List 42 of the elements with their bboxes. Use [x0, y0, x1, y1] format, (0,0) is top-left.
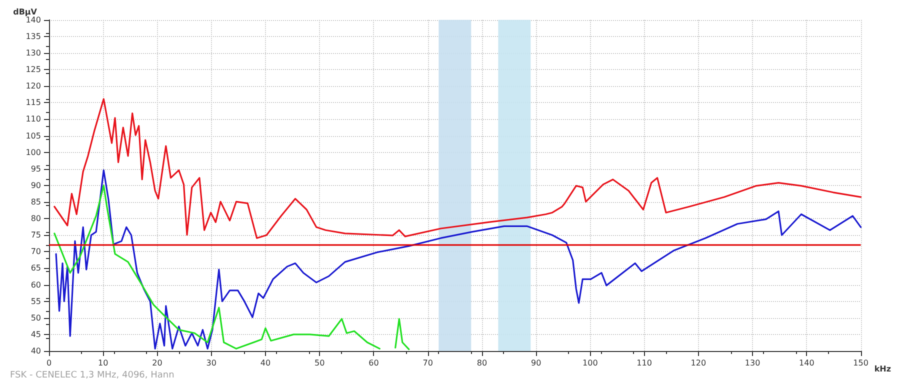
y-tick-label: 135	[26, 32, 41, 41]
line-series	[54, 98, 862, 239]
text: FSK - CENELEC 1,3 MHz, 4096, Hann	[10, 370, 174, 380]
x-tick-label: 0	[46, 358, 52, 368]
x-tick-label: 80	[476, 358, 488, 368]
line-series	[55, 169, 862, 350]
y-tick-label: 80	[30, 214, 41, 224]
x-axis-title: kHz	[874, 364, 892, 374]
y-tick-label: 40	[30, 346, 41, 356]
y-tick-label: 65	[30, 264, 41, 273]
y-tick-label: 105	[26, 131, 41, 140]
x-tick-label: 150	[853, 358, 868, 368]
x-tick-label: 60	[368, 358, 379, 368]
y-tick-label: 60	[30, 280, 41, 290]
y-tick-label: 140	[26, 15, 41, 24]
y-tick-label: 115	[26, 98, 41, 108]
x-tick-label: 90	[530, 358, 542, 368]
x-tick-label: 110	[636, 358, 652, 368]
y-tick-label: 70	[30, 247, 41, 256]
x-tick-label: 130	[744, 358, 760, 368]
x-tick-label: 50	[314, 358, 325, 368]
y-tick-label: 85	[30, 198, 41, 207]
y-axis-title: dBμV	[13, 8, 38, 16]
x-tick-label: 70	[422, 358, 433, 368]
y-tick-label: 75	[30, 230, 41, 240]
y-tick-label: 55	[30, 296, 41, 306]
y-tick-label: 130	[26, 48, 41, 58]
x-tick-label: 100	[582, 358, 598, 368]
y-tick-label: 125	[26, 65, 41, 74]
x-tick-label: 40	[260, 358, 271, 368]
x-tick-label: 140	[799, 358, 814, 368]
x-tick-label: 10	[98, 358, 108, 368]
x-tick-label: 120	[690, 358, 706, 368]
x-tick-label: 20	[152, 358, 162, 368]
y-tick-label: 90	[30, 180, 41, 190]
y-tick-label: 45	[30, 330, 41, 339]
y-tick-label: 50	[30, 313, 41, 322]
y-tick-label: 120	[26, 82, 41, 91]
y-tick-label: 100	[26, 148, 41, 157]
x-tick-label: 30	[206, 358, 216, 368]
y-tick-label: 95	[30, 164, 41, 174]
y-tick-label: 110	[26, 114, 41, 124]
